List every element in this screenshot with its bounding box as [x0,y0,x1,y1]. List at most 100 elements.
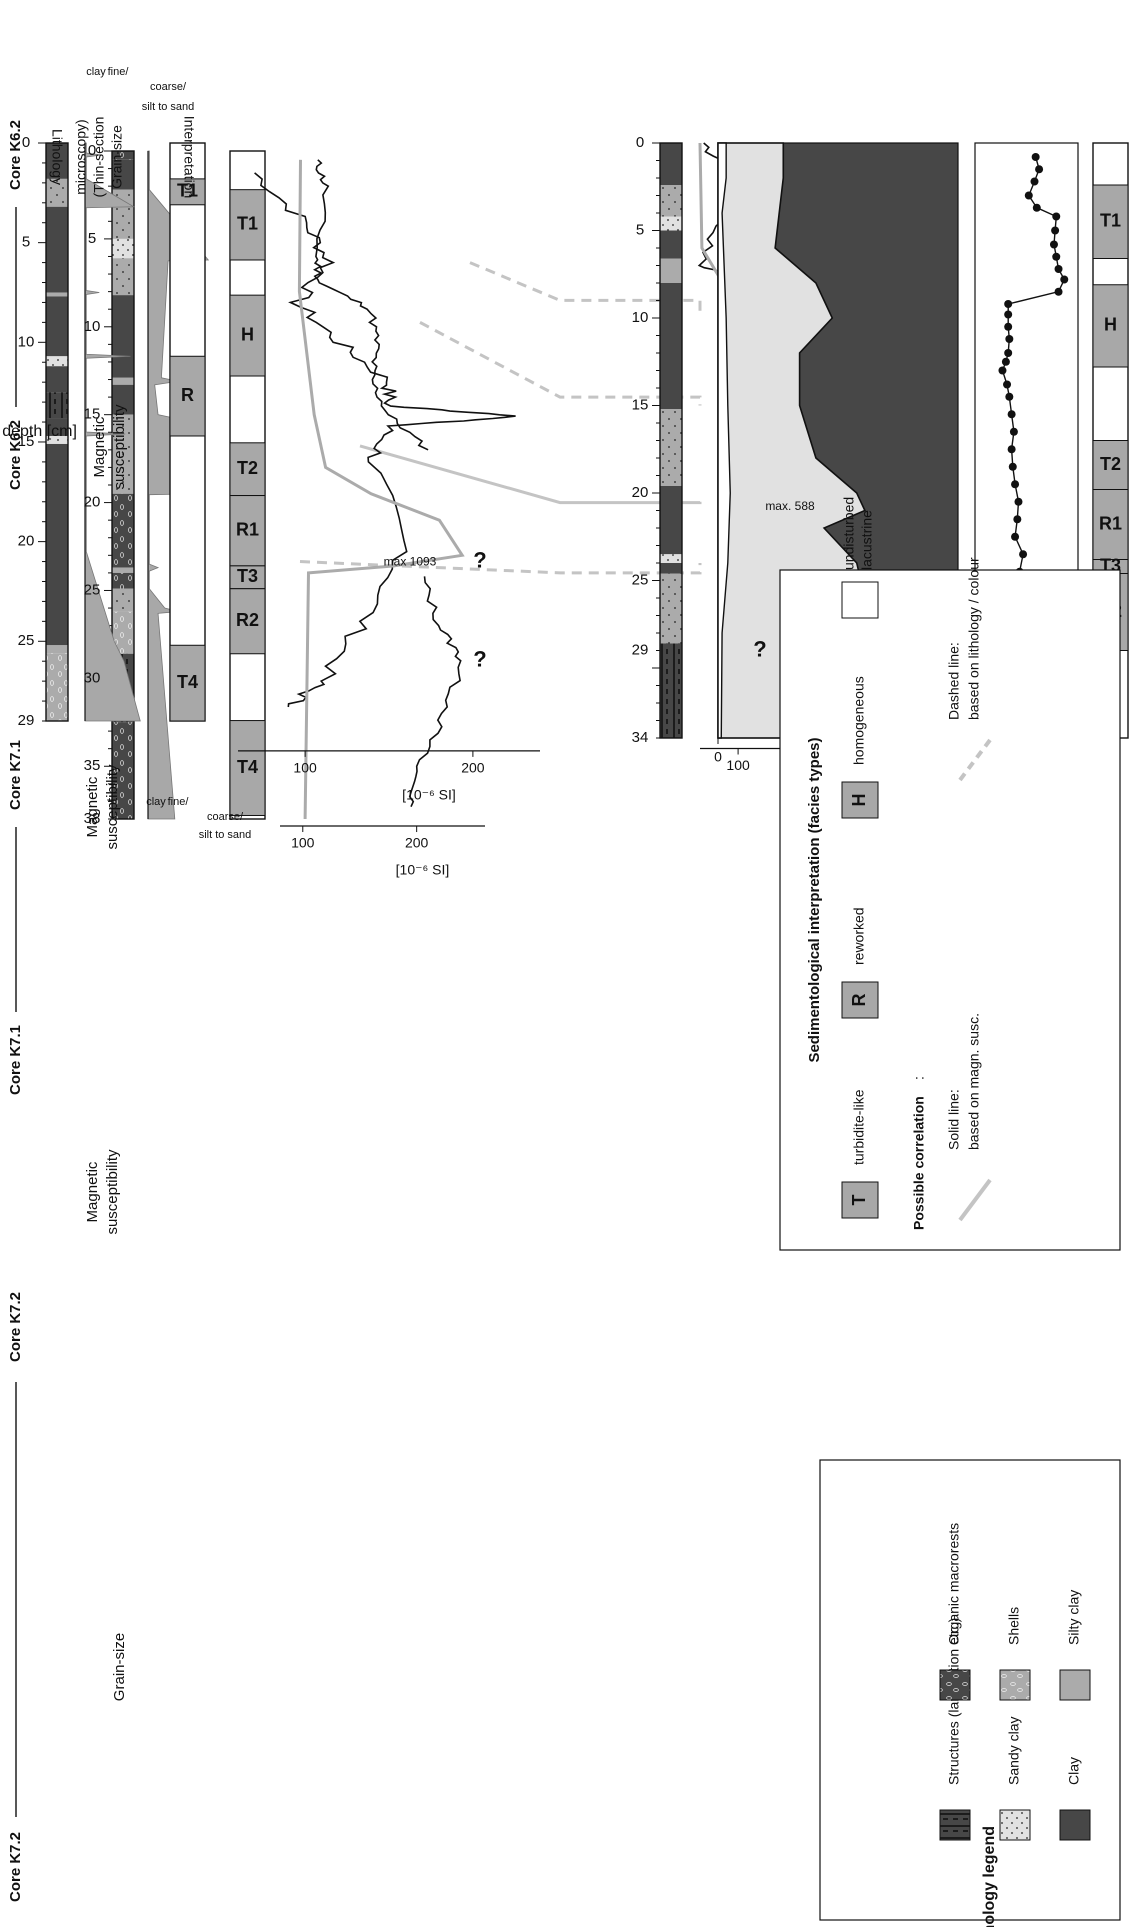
solid-line-sample [958,1178,992,1222]
depth-tick-label: 10 [18,333,35,350]
facies-block [169,644,206,722]
mag-tick-label: 100 [726,757,750,773]
grain-mean-point [1052,252,1061,261]
lithology-unit [112,588,134,612]
core-label: Core K7.2 [7,1832,24,1902]
facies-label-k72: R1 [1099,513,1122,533]
lithology-swatch [999,1669,1031,1701]
correlation-title: Possible correlation [911,1096,927,1230]
facies-swatch-undisturbed [841,581,879,619]
lithology-unit [46,206,68,293]
lithology-unit [46,142,68,179]
grain-mean-point [1031,153,1040,161]
lithology-unit [660,486,682,555]
grain-mean-point [1024,191,1033,200]
facies-item: reworked [851,907,867,965]
correlation-lines [299,261,702,575]
correlation-colon: : [911,1076,927,1080]
solid-line-label: Solid line: [946,1089,962,1150]
mag-tick-label: 100 [291,835,315,851]
lithology-unit [660,554,682,563]
lithology-item: Clay [1066,1757,1082,1785]
mag-tick-label: 200 [461,760,485,776]
grain-mean-point [1049,240,1058,249]
mag-curve-k71-b [408,576,462,808]
mag-title: Magnetic [84,1161,101,1222]
depth-tick-label: 38 [84,810,101,827]
grain-size-profile [84,142,141,722]
lithology-unit [112,722,134,819]
facies-block [229,588,266,655]
facies-label: H [241,324,254,344]
lithology-unit [46,645,68,654]
grain-mean-point [1008,462,1017,471]
grain-title: microscopy) [73,119,89,194]
grain-scale-coarse: coarse/ [150,81,187,93]
facies-item: homogeneous [851,676,867,765]
facies-label: T1 [237,214,258,234]
lithology-unit [660,216,682,231]
lithology-swatch [1059,1809,1091,1841]
correlation-dashed [469,261,702,311]
max-annotation: max. 588 [765,499,815,513]
depth-tick-label: 5 [88,230,96,247]
lithology-unit [46,366,68,393]
max-annotation: max 1093 [384,555,437,569]
legends: Lithology legend Clay Silty clay Sandy clay… [779,497,1121,1927]
question-mark: ? [753,636,766,661]
lithology-swatch [939,1809,971,1841]
grain-mean-point [1001,357,1010,366]
grain-scale-fine: fine/ [108,66,130,78]
depth-tick-label: 35 [84,757,101,774]
depth-tick-label: 20 [18,533,35,550]
depth-tick-label: 10 [84,318,101,335]
tracks [38,142,1129,1680]
lithology-swatch [1059,1669,1091,1701]
grain-mean-point [1005,335,1014,343]
correlation-solid [359,444,702,505]
grain-mean-point [1004,322,1013,331]
grain-scale-clay: clay [146,796,166,808]
depth-tick-label: 25 [632,571,649,588]
lithology-unit [112,377,134,385]
lithology-unit [112,238,134,259]
mag-unit: [10⁻⁶ SI] [402,787,456,803]
facies-swatch [841,1181,879,1219]
core-label: Core K6.2 [7,420,24,490]
facies-swatch [841,781,879,819]
facies-block [229,720,266,816]
lithology-unit [660,643,682,738]
lithology-unit [46,418,68,436]
lithology-frame [45,142,69,722]
core-label: Core K6.2 [7,120,24,190]
lithology-unit [660,258,682,283]
grain-mean-point [1019,550,1028,559]
facies-label: R2 [236,610,259,630]
lithology-item: Structures (lamination etc.) [946,1618,962,1785]
depth-tick-label: 0 [22,134,30,151]
core-label: Core K7.1 [7,1025,24,1095]
grain-mean-point [1060,275,1069,284]
facies-item: lacustrine [859,510,875,570]
depth-tick-label: 15 [18,433,35,450]
facies-legend-title: Sedimentological interpretation (facies … [806,737,823,1062]
lithology-unit [660,185,682,217]
grain-mean-point [1007,445,1016,454]
grain-mean-point [1014,497,1023,506]
facies-label: R [181,385,194,405]
correlation-dashed [299,560,702,575]
core-label: Core K7.2 [7,1292,24,1362]
grain-mean-point [1005,392,1014,401]
grain-mean-point [1051,226,1060,235]
facies-block-k72 [1092,184,1129,259]
lithology-unit [112,572,134,589]
interp-title: Interpretation [181,116,197,199]
lithology-unit [46,292,68,297]
facies-label: T1 [177,181,198,201]
facies-label-k72: T2 [1100,454,1121,474]
correlation-dashed [419,321,702,406]
lithology-item: Sandy clay [1006,1717,1022,1785]
depth-tick-label: 30 [84,669,101,686]
lithology-unit [46,653,68,721]
grain-mean-point [1007,410,1016,419]
